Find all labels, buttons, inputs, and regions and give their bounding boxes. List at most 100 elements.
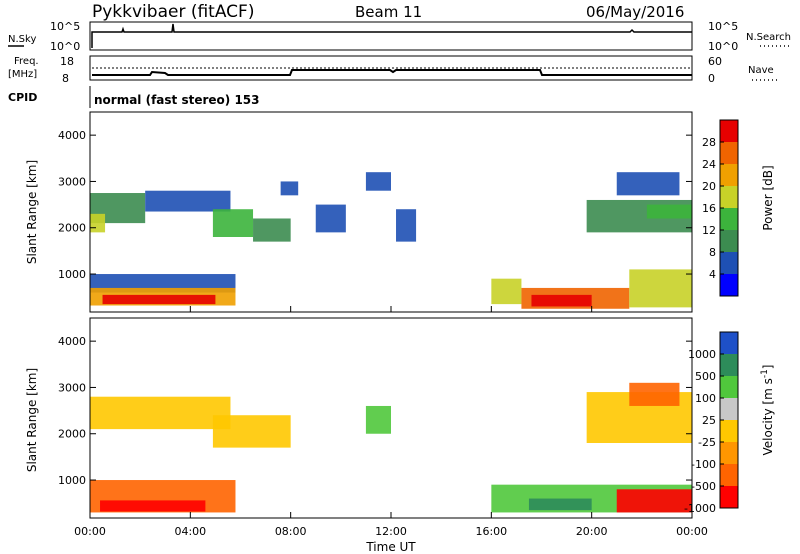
velocity-colorbar-label: Velocity [m s-1] — [760, 365, 775, 456]
power-colorbar-swatch — [720, 274, 738, 296]
nave-label: Nave — [748, 65, 774, 76]
y-tick-label: 3000 — [58, 175, 86, 188]
velocity-colorbar-swatch — [720, 332, 738, 354]
power-scatter-region-12 — [491, 278, 522, 305]
power-scatter-region-17 — [646, 204, 692, 219]
power-scatter-region-3 — [212, 209, 254, 237]
y-tick-label: 2000 — [58, 222, 86, 235]
power-scatter-region-4 — [253, 218, 291, 242]
velocity-y-ticks: 1000 2000 3000 4000 — [58, 335, 692, 487]
x-tick-label: 12:00 — [375, 525, 407, 538]
nave-tick-top: 60 — [708, 55, 722, 68]
velocity-scatter-region-1 — [212, 415, 291, 448]
power-colorbar-swatch — [720, 164, 738, 186]
power-cb-tick-label: 4 — [709, 268, 716, 281]
power-colorbar-swatch — [720, 186, 738, 208]
power-colorbar-swatch — [720, 252, 738, 274]
velocity-cb-tick-label: -500 — [691, 480, 716, 493]
x-tick-label: 08:00 — [275, 525, 307, 538]
nsky-tick-bottom: 10^0 — [50, 40, 80, 53]
power-scatter-region-5 — [280, 181, 299, 196]
power-scatter-region-8 — [102, 294, 216, 305]
nsky-tick-top: 10^5 — [50, 20, 80, 33]
power-colorbar: 4 8 12 16 20 24 28 — [702, 119, 739, 297]
velocity-cb-tick-label: -100 — [691, 458, 716, 471]
y-tick-label: 4000 — [58, 129, 86, 142]
velocity-colorbar-swatch — [720, 398, 738, 420]
power-cb-tick-label: 24 — [702, 158, 716, 171]
x-tick-label: 16:00 — [475, 525, 507, 538]
x-tick-label: 20:00 — [576, 525, 608, 538]
velocity-cb-tick-label: 500 — [695, 370, 716, 383]
x-tick-label: 00:00 — [74, 525, 106, 538]
nsky-panel: N.Sky 10^5 10^0 10^5 10^0 N.Search — [8, 20, 791, 53]
power-scatter-region-10 — [365, 172, 391, 191]
y-tick-label: 2000 — [58, 428, 86, 441]
velocity-colorbar-swatch — [720, 420, 738, 442]
power-scatter-region-2 — [145, 190, 231, 212]
x-tick-label: 04:00 — [174, 525, 206, 538]
x-tick-label: 00:00 — [676, 525, 708, 538]
power-colorbar-swatch — [720, 208, 738, 230]
power-cb-tick-label: 20 — [702, 180, 716, 193]
velocity-scatter-region-4 — [365, 405, 391, 434]
velocity-colorbar-swatch — [720, 464, 738, 486]
power-cb-tick-label: 28 — [702, 136, 716, 149]
nave-tick-bottom: 0 — [708, 72, 715, 85]
power-scatter-region-18 — [616, 172, 680, 196]
y-tick-label: 4000 — [58, 335, 86, 348]
cpid-panel: CPID normal (fast stereo) 153 — [8, 86, 260, 108]
power-scatter-region-14 — [531, 294, 592, 307]
velocity-colorbar-swatch — [720, 486, 738, 508]
y-tick-label: 3000 — [58, 381, 86, 394]
power-data-layer — [90, 172, 692, 309]
y-tick-label: 1000 — [58, 268, 86, 281]
velocity-scatter-region-0 — [90, 396, 231, 430]
y-tick-label: 1000 — [58, 474, 86, 487]
velocity-cb-tick-label: 25 — [702, 414, 716, 427]
velocity-scatter-region-3 — [100, 500, 206, 512]
velocity-colorbar-swatch — [720, 354, 738, 376]
velocity-scatter-region-6 — [528, 498, 592, 511]
velocity-cb-tick-label: 1000 — [688, 348, 716, 361]
power-colorbar-swatch — [720, 142, 738, 164]
power-scatter-region-1 — [90, 213, 106, 233]
nsearch-tick-top: 10^5 — [708, 20, 738, 33]
power-y-ticks: 1000 2000 3000 4000 — [58, 129, 692, 281]
velocity-scatter-region-7 — [616, 489, 692, 513]
nsky-trace — [91, 23, 692, 48]
station-title: Pykkvibaer (fitACF) — [92, 2, 254, 22]
power-scatter-region-9 — [315, 204, 346, 233]
nsearch-label: N.Search — [746, 32, 791, 43]
date-title: 06/May/2016 — [586, 3, 684, 21]
power-cb-tick-label: 8 — [709, 246, 716, 259]
velocity-cb-tick-label: -25 — [698, 436, 716, 449]
freq-panel: Freq. [MHz] 18 8 60 0 Nave — [8, 55, 778, 85]
time-xlabel: Time UT — [365, 540, 416, 554]
freq-trace — [92, 69, 692, 76]
time-x-ticks: 00:00 04:00 08:00 12:00 16:00 20:00 00:00 — [74, 306, 708, 538]
velocity-scatter-region-9 — [629, 382, 680, 406]
freq-label: Freq. — [14, 56, 39, 67]
beam-title: Beam 11 — [355, 3, 422, 21]
velocity-colorbar: -1000 -500 -100 -25 25 100 500 1000 — [684, 331, 739, 515]
cpid-label: CPID — [8, 91, 37, 104]
cpid-text: normal (fast stereo) 153 — [94, 93, 260, 107]
freq-unit: [MHz] — [8, 69, 37, 80]
power-cb-tick-label: 16 — [702, 202, 716, 215]
velocity-colorbar-swatch — [720, 376, 738, 398]
velocity-panel: 1000 2000 3000 4000 00:00 04:00 08:00 12:00 16:… — [25, 306, 775, 554]
power-ylabel: Slant Range [km] — [25, 160, 39, 264]
power-scatter-region-11 — [396, 209, 417, 242]
power-colorbar-swatch — [720, 230, 738, 252]
power-panel: 1000 2000 3000 4000 Slant Range [km] 4 8 12 16… — [25, 111, 775, 313]
velocity-data-layer — [90, 382, 692, 513]
nsearch-tick-bottom: 10^0 — [708, 40, 738, 53]
power-cb-tick-label: 12 — [702, 224, 716, 237]
velocity-colorbar-swatch — [720, 442, 738, 464]
freq-tick-top: 18 — [60, 55, 74, 68]
velocity-ylabel: Slant Range [km] — [25, 368, 39, 472]
power-colorbar-swatch — [720, 120, 738, 142]
power-scatter-region-15 — [629, 269, 692, 308]
